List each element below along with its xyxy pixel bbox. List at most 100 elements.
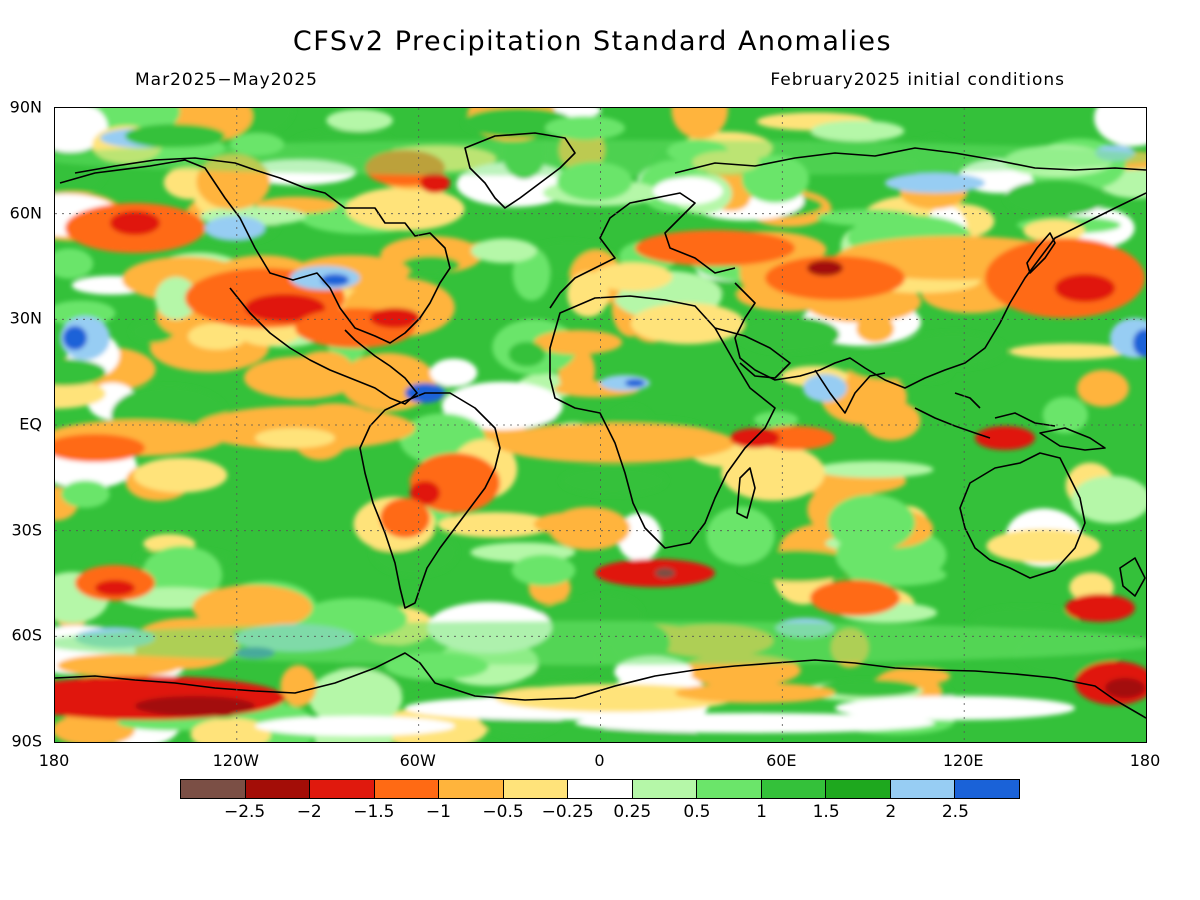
legend-label: 2.5 — [941, 802, 969, 822]
anomaly-patch — [835, 696, 1075, 720]
coastlines — [55, 132, 1146, 719]
lon-label-180e: 180 — [1129, 751, 1161, 770]
lat-label-eq: EQ — [19, 414, 42, 434]
anomaly-patch — [192, 584, 313, 631]
anomaly-patch — [380, 498, 430, 538]
anomaly-patch — [495, 684, 735, 712]
anomaly-patch — [1094, 108, 1146, 147]
legend-label: 0.25 — [613, 802, 652, 822]
lon-label-60w: 60W — [399, 751, 436, 770]
anomaly-patch — [856, 315, 894, 343]
anomaly-patch — [55, 378, 106, 409]
legend-label: 1 — [756, 802, 767, 822]
lat-label-60n: 60N — [9, 203, 42, 223]
lat-label-90s: 90S — [11, 731, 42, 751]
coast-europe — [549, 192, 736, 309]
legend-swatch-2 — [310, 780, 375, 798]
anomaly-patch — [195, 406, 415, 450]
anomaly-patch — [410, 481, 440, 505]
legend-swatch-11 — [890, 780, 956, 798]
lat-label-90n: 90N — [9, 97, 42, 117]
anomaly-patch — [560, 466, 667, 496]
anomaly-patch — [548, 506, 630, 551]
anomaly-patch — [245, 294, 325, 322]
anomaly-patch — [441, 381, 563, 431]
anomaly-patch — [819, 679, 919, 697]
anomaly-patch — [737, 550, 856, 582]
coast-africa — [549, 295, 776, 549]
anomaly-field — [55, 108, 1146, 742]
anomaly-patch — [95, 580, 135, 596]
anomaly-patch — [545, 116, 625, 140]
coast-indonesia — [914, 392, 1056, 439]
anomaly-patch — [321, 274, 349, 286]
legend-swatch-0 — [181, 780, 246, 798]
anomaly-patch — [972, 606, 1078, 633]
anomaly-patch — [630, 303, 745, 345]
color-legend-bar — [180, 779, 1020, 799]
anomaly-patch — [671, 108, 728, 139]
anomaly-map — [54, 107, 1147, 743]
coast-mexico-central-america — [229, 287, 418, 405]
legend-label: −2.5 — [223, 802, 266, 822]
legend-swatch-1 — [245, 780, 311, 798]
coast-india — [814, 369, 886, 414]
anomaly-patch — [61, 480, 110, 508]
legend-swatch-12 — [955, 780, 1019, 798]
anomaly-patch — [753, 411, 799, 428]
anomaly-patch — [190, 717, 271, 742]
coast-australia — [959, 452, 1086, 579]
legend-swatch-7 — [632, 780, 698, 798]
anomaly-patch — [430, 358, 478, 387]
anomaly-patch — [420, 173, 450, 193]
anomaly-patch — [575, 713, 935, 733]
anomaly-patch — [625, 379, 645, 387]
anomaly-patch — [1065, 594, 1135, 622]
anomaly-patch — [255, 428, 335, 448]
anomaly-patch — [807, 260, 843, 276]
anomaly-patch — [655, 568, 675, 578]
anomaly-patch — [55, 248, 94, 279]
graticule — [55, 108, 1146, 742]
anomaly-patch — [827, 494, 916, 552]
anomaly-patch — [438, 512, 553, 538]
anomaly-patch — [1042, 396, 1089, 434]
anomaly-patch — [1077, 369, 1129, 407]
anomaly-patch — [280, 665, 317, 707]
anomaly-patch — [1023, 219, 1085, 243]
map-title: CFSv2 Precipitation Standard Anomalies — [292, 26, 893, 57]
anomaly-patch — [205, 216, 265, 240]
lon-label-0: 0 — [594, 751, 605, 770]
anomaly-patch — [133, 457, 228, 493]
lon-label-60e: 60E — [766, 751, 797, 770]
legend-label: −1 — [425, 802, 451, 822]
lon-label-180w: 180 — [38, 751, 70, 770]
anomaly-patch — [511, 554, 576, 586]
coast-arabia — [714, 327, 791, 379]
coast-south-america — [359, 392, 501, 609]
anomaly-patch — [862, 400, 921, 441]
anomaly-patch — [1005, 180, 1105, 216]
anomaly-patch — [845, 347, 930, 381]
anomaly-patch — [675, 683, 835, 703]
anomaly-patch — [508, 341, 546, 367]
lat-label-60s: 60S — [11, 625, 42, 645]
anomaly-patch — [345, 187, 465, 231]
lon-label-120w: 120W — [212, 751, 259, 770]
legend-swatch-6 — [568, 780, 633, 798]
anomaly-patch — [470, 238, 537, 263]
anomaly-patch — [1133, 329, 1146, 357]
anomaly-patch — [135, 696, 255, 716]
anomaly-patch — [986, 528, 1101, 564]
legend-label: −0.5 — [482, 802, 524, 822]
anomaly-patch — [653, 177, 723, 205]
anomaly-patch — [55, 621, 1146, 665]
legend-label: 0.5 — [683, 802, 711, 822]
anomaly-patch — [55, 358, 106, 386]
anomaly-patch — [635, 230, 795, 266]
anomaly-patch — [55, 434, 145, 462]
forecast-period: Mar2025−May2025 — [135, 70, 318, 90]
anomaly-patch — [706, 506, 775, 565]
legend-label: −0.25 — [541, 802, 594, 822]
lat-label-30n: 30N — [9, 308, 42, 328]
